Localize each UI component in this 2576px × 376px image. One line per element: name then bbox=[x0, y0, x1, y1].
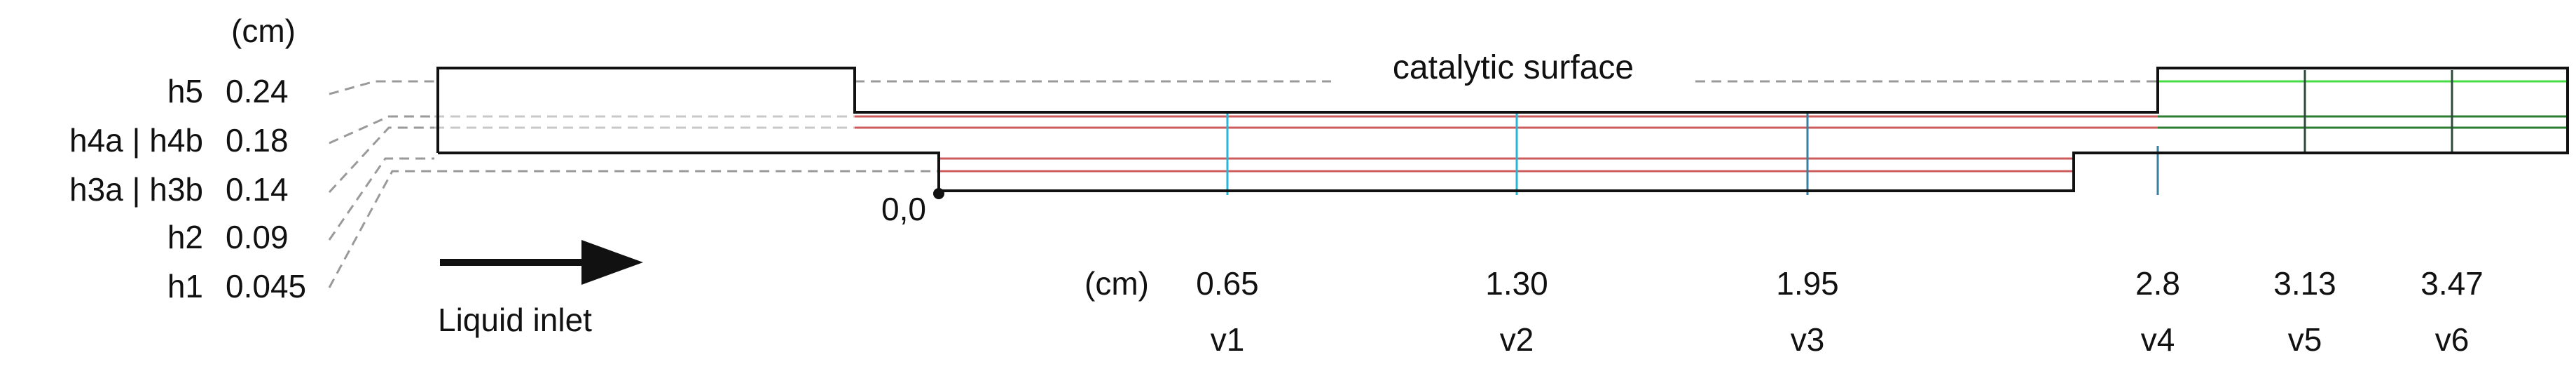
vertical-name-v5: v5 bbox=[2288, 321, 2322, 358]
height-name-h1: h1 bbox=[167, 268, 203, 304]
catalytic-label-backdrop bbox=[1331, 51, 1695, 97]
inlet-label: Liquid inlet bbox=[438, 302, 592, 338]
vertical-name-v6: v6 bbox=[2435, 321, 2470, 358]
vertical-name-v3: v3 bbox=[1791, 321, 1825, 358]
guide-h5 bbox=[329, 80, 434, 95]
vertical-labels: 0.65 v1 1.30 v2 1.95 v3 2.8 v4 3.13 v5 3… bbox=[1196, 265, 2484, 358]
origin-label: 0,0 bbox=[881, 191, 926, 227]
guide-h4 bbox=[329, 115, 434, 145]
guide-h3 bbox=[328, 126, 434, 194]
vertical-name-v2: v2 bbox=[1500, 321, 1534, 358]
vertical-value-v6: 3.47 bbox=[2420, 265, 2484, 302]
height-value-h1: 0.045 bbox=[226, 268, 306, 304]
height-value-h2: 0.09 bbox=[226, 219, 289, 255]
green-flow-lines bbox=[2158, 80, 2568, 129]
vertical-value-v4: 2.8 bbox=[2135, 265, 2180, 302]
height-labels: h5 0.24 h4a | h4b 0.18 h3a | h3b 0.14 h2… bbox=[69, 73, 306, 304]
guide-h2 bbox=[328, 157, 434, 241]
height-name-h4: h4a | h4b bbox=[69, 122, 203, 159]
origin-marker bbox=[933, 188, 944, 199]
vertical-name-v1: v1 bbox=[1211, 321, 1245, 358]
inlet-arrow-icon bbox=[440, 240, 643, 285]
guide-h1 bbox=[328, 170, 939, 288]
units-bottom-label: (cm) bbox=[1084, 265, 1149, 302]
vertical-value-v1: 0.65 bbox=[1196, 265, 1259, 302]
vertical-probe-lines bbox=[1226, 70, 2453, 195]
catalytic-surface-label: catalytic surface bbox=[1393, 49, 1634, 86]
vertical-name-v4: v4 bbox=[2141, 321, 2175, 358]
vertical-value-v2: 1.30 bbox=[1485, 265, 1548, 302]
height-name-h2: h2 bbox=[167, 219, 203, 255]
red-flow-lines bbox=[855, 115, 2158, 173]
height-value-h3: 0.14 bbox=[226, 171, 289, 208]
units-top-label: (cm) bbox=[231, 13, 296, 49]
vertical-value-v5: 3.13 bbox=[2273, 265, 2336, 302]
height-name-h5: h5 bbox=[167, 73, 203, 109]
height-name-h3: h3a | h3b bbox=[69, 171, 203, 208]
height-value-h5: 0.24 bbox=[226, 73, 289, 109]
vertical-value-v3: 1.95 bbox=[1776, 265, 1839, 302]
height-value-h4: 0.18 bbox=[226, 122, 289, 159]
